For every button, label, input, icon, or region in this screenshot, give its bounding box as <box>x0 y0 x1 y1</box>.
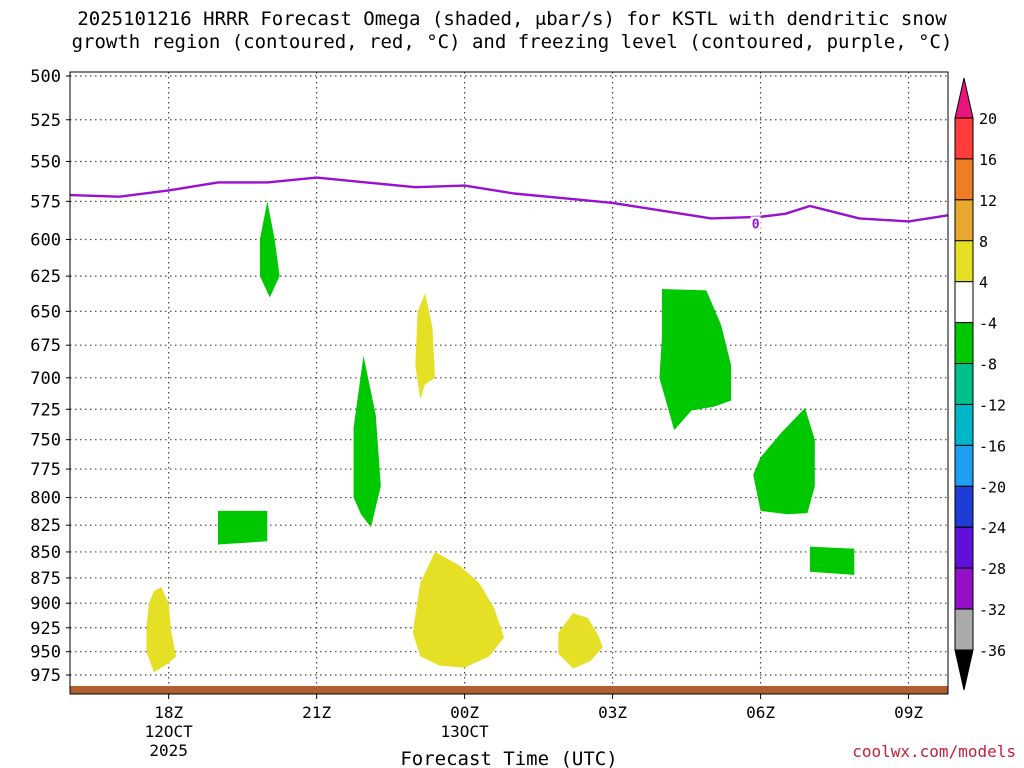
y-tick-label: 700 <box>30 369 61 389</box>
colorbar-label: 20 <box>979 110 997 128</box>
y-tick-label: 975 <box>30 666 61 686</box>
y-tick-label: 575 <box>30 192 61 212</box>
freezing-level-contour: 0 <box>69 176 949 232</box>
colorbar-segment <box>954 363 974 405</box>
y-tick-label: 800 <box>30 489 61 509</box>
x-tick-label: 09Z <box>894 703 923 722</box>
colorbar-label: 12 <box>979 192 997 210</box>
ground-band <box>70 685 948 694</box>
omega-region <box>146 587 177 673</box>
y-tick-label: 725 <box>30 400 61 420</box>
colorbar-segment <box>954 608 974 651</box>
colorbar-segment <box>954 322 974 365</box>
colorbar-label: -12 <box>979 396 1006 414</box>
x-axis-label: Forecast Time (UTC) <box>400 748 617 768</box>
colorbar-label: 4 <box>979 274 988 292</box>
omega-region <box>809 546 855 575</box>
x-tick-label: 21Z <box>302 703 331 722</box>
omega-region <box>659 289 731 431</box>
y-tick-label: 950 <box>30 643 61 663</box>
colorbar-label: -32 <box>979 601 1006 619</box>
omega-region <box>412 551 505 668</box>
x-tick-date: 12OCT <box>145 722 194 741</box>
colorbar-label: -8 <box>979 356 997 374</box>
watermark-link[interactable]: coolwx.com/models <box>852 742 1016 761</box>
y-tick-label: 775 <box>30 460 61 480</box>
colorbar-label: -36 <box>979 642 1006 660</box>
y-tick-label: 875 <box>30 569 61 589</box>
ground-surface <box>70 685 948 694</box>
colorbar-segment <box>954 485 974 528</box>
colorbar-segment <box>954 444 974 487</box>
colorbar-segment <box>954 567 974 610</box>
omega-region <box>753 408 815 515</box>
x-tick-label: 03Z <box>598 703 627 722</box>
x-tick-year: 2025 <box>149 741 188 760</box>
x-tick-label: 00Z <box>450 703 479 722</box>
omega-region <box>259 201 280 298</box>
colorbar-label: 16 <box>979 151 997 169</box>
colorbar-label: -24 <box>979 519 1006 537</box>
y-tick-label: 750 <box>30 431 61 451</box>
colorbar-label: 8 <box>979 233 988 251</box>
y-tick-label: 675 <box>30 336 61 356</box>
omega-region <box>353 355 381 528</box>
colorbar-segment <box>954 117 974 160</box>
omega-region <box>558 613 603 669</box>
y-tick-label: 600 <box>30 231 61 251</box>
chart-title-line-1: 2025101216 HRRR Forecast Omega (shaded, … <box>77 8 947 30</box>
plot-background <box>70 72 948 694</box>
y-tick-label: 550 <box>30 152 61 172</box>
y-tick-label: 825 <box>30 516 61 536</box>
omega-region <box>415 293 435 400</box>
colorbar-segment <box>954 158 974 201</box>
colorbar-segment <box>954 199 974 242</box>
freezing-level-label: 0 <box>752 217 760 232</box>
omega-shaded-regions <box>146 201 855 673</box>
colorbar-segment <box>954 240 974 283</box>
colorbar-segment <box>954 526 974 569</box>
omega-region <box>218 510 268 545</box>
x-tick-label: 06Z <box>746 703 775 722</box>
colorbar-bottom-arrow <box>954 649 974 691</box>
y-tick-label: 650 <box>30 302 61 322</box>
colorbar-label: -28 <box>979 560 1006 578</box>
x-tick-label: 18Z <box>154 703 183 722</box>
freezing-level-line <box>69 176 949 223</box>
chart-title: 2025101216 HRRR Forecast Omega (shaded, … <box>0 8 1024 54</box>
colorbar-top-arrow <box>954 77 974 119</box>
colorbar-label: -4 <box>979 315 997 333</box>
colorbar-segment <box>954 281 974 324</box>
y-tick-label: 625 <box>30 267 61 287</box>
freezing-level-label-bg <box>750 216 761 231</box>
pressure-axis: 500 525 550 575 600 625 650 675 700 725 750 775 800 8… <box>30 67 70 686</box>
grid-lines <box>70 72 948 694</box>
y-tick-label: 500 <box>30 67 61 87</box>
y-tick-label: 925 <box>30 619 61 639</box>
y-tick-label: 850 <box>30 543 61 563</box>
chart-title-line-2: growth region (contoured, red, °C) and f… <box>71 31 953 53</box>
y-tick-label: 900 <box>30 594 61 614</box>
colorbar-label: -16 <box>979 437 1006 455</box>
colorbar-segment <box>954 403 974 446</box>
x-tick-date: 13OCT <box>441 722 490 741</box>
colorbar-label: -20 <box>979 478 1006 496</box>
omega-colorbar: 20 16 12 8 4 -4 -8 -12 -16 -20 -24 -28 -32 -36 <box>954 77 1006 691</box>
y-tick-label: 525 <box>30 111 61 131</box>
plot-frame <box>69 71 949 695</box>
